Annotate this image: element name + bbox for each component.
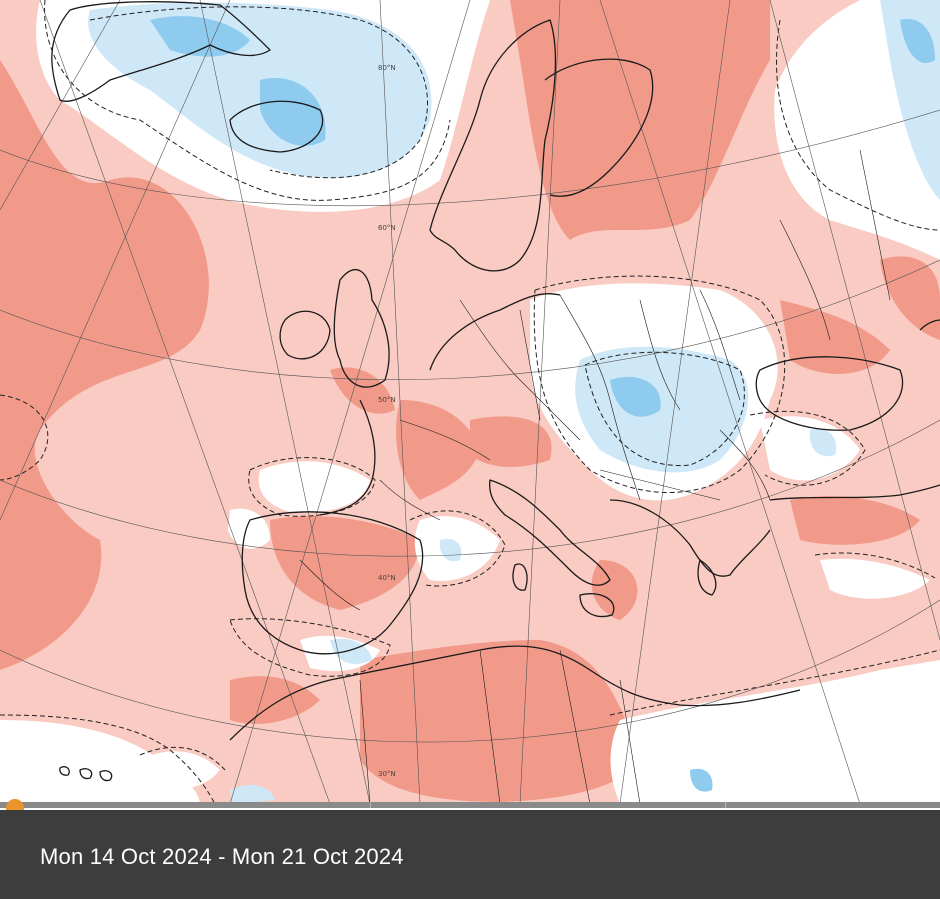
timeline-slider[interactable] (0, 799, 940, 817)
lat-label-30: 30°N (378, 770, 396, 778)
anomaly-map: 80°N 60°N 50°N 40°N 30°N (0, 0, 940, 804)
graticule (0, 0, 940, 804)
map-svg: 80°N 60°N 50°N 40°N 30°N (0, 0, 940, 804)
timeline-track[interactable] (0, 802, 940, 808)
date-range-label: Mon 14 Oct 2024 - Mon 21 Oct 2024 (40, 844, 404, 869)
significance-contours (0, 0, 940, 804)
warm-anomaly-strong (0, 0, 940, 802)
timeline-tick (370, 802, 371, 808)
lat-label-40: 40°N (378, 574, 396, 582)
country-borders (299, 149, 891, 804)
latitude-labels: 80°N 60°N 50°N 40°N 30°N (378, 64, 396, 778)
lat-label-50: 50°N (378, 396, 396, 404)
timeline-tick (725, 802, 726, 808)
cool-anomaly-strong (150, 16, 935, 792)
date-footer: Mon 14 Oct 2024 - Mon 21 Oct 2024 (0, 810, 940, 899)
lat-label-80: 80°N (378, 64, 396, 72)
coastlines (51, 1, 940, 782)
lat-label-60: 60°N (378, 224, 396, 232)
